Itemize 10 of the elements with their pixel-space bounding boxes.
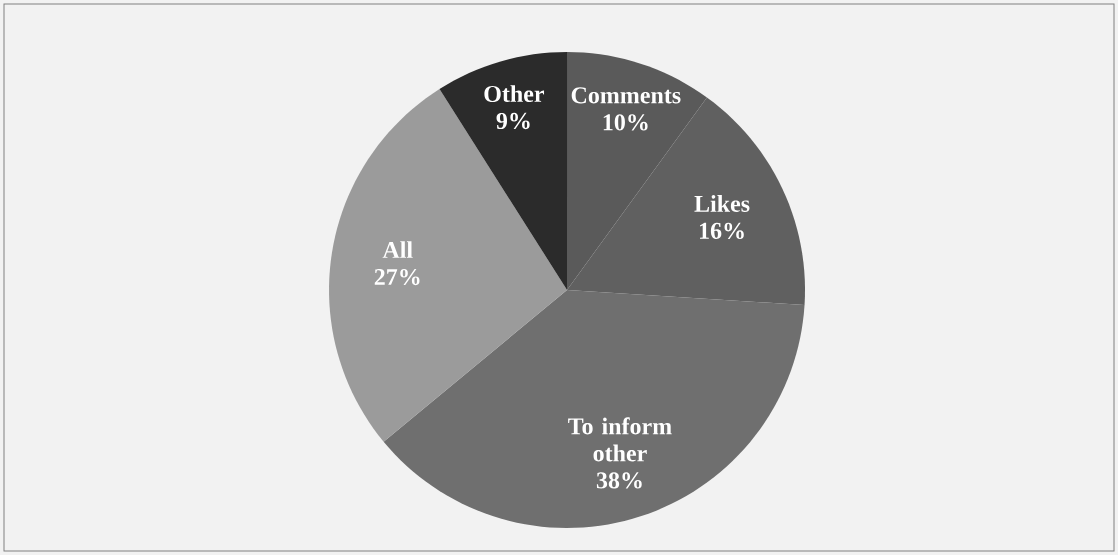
slice-label: To inform other <box>568 417 672 462</box>
data-label: 9% <box>496 112 530 130</box>
data-label: 38% <box>596 472 642 489</box>
slice-label: Likes <box>694 195 750 212</box>
data-label: 10% <box>603 114 648 131</box>
data-label: 16% <box>699 222 744 240</box>
slice-label: Other <box>484 85 545 103</box>
slice-label: All <box>382 241 413 258</box>
slice-label: Comments <box>571 87 681 104</box>
data-label: 27% <box>374 268 420 286</box>
